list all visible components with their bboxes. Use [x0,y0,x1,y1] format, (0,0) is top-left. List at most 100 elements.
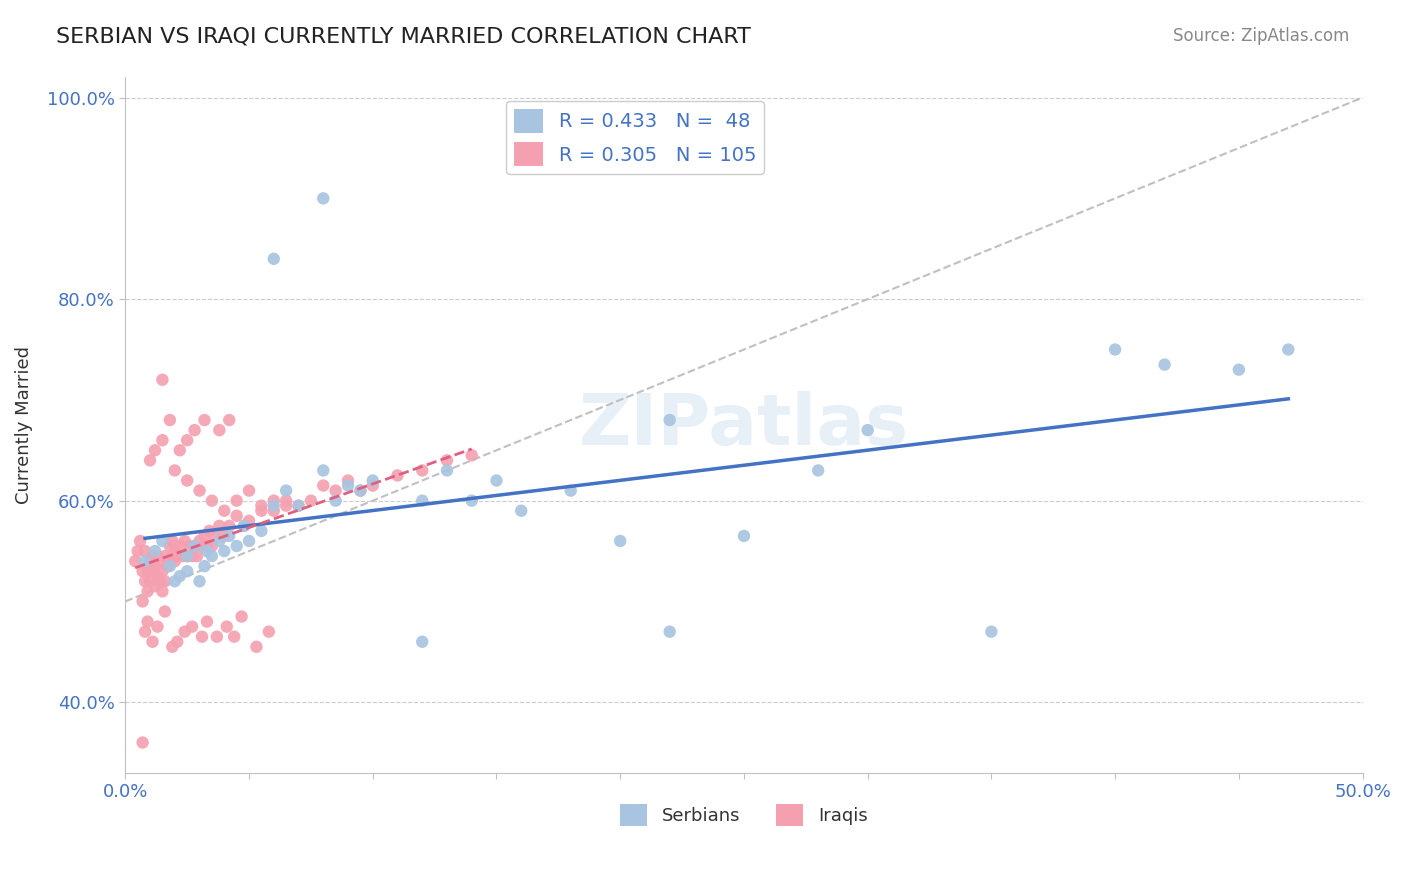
Point [238,483,260,498]
Point [183,539,205,553]
Point [149,574,172,589]
Point [131,735,153,749]
Point [179,539,201,553]
Point [159,413,181,427]
Point [159,559,181,574]
Point [436,463,458,477]
Point [188,483,211,498]
Point [411,463,433,477]
Point [214,529,236,543]
Legend: Serbians, Iraqis: Serbians, Iraqis [613,797,875,833]
Point [807,463,830,477]
Point [149,554,172,568]
Point [461,448,484,462]
Point [263,499,285,513]
Point [153,605,176,619]
Point [287,499,309,513]
Point [263,504,285,518]
Point [856,423,879,437]
Point [166,549,188,563]
Point [250,504,273,518]
Point [146,549,169,563]
Point [134,624,156,639]
Point [193,559,215,574]
Point [245,640,267,654]
Point [139,574,162,589]
Point [225,539,247,553]
Point [166,634,188,648]
Point [159,539,181,553]
Point [162,640,184,654]
Point [214,544,236,558]
Point [215,619,238,633]
Point [205,630,228,644]
Point [193,529,215,543]
Point [176,434,198,448]
Point [195,615,218,629]
Point [176,564,198,578]
Point [181,549,204,563]
Point [139,453,162,467]
Point [337,478,360,492]
Point [510,504,533,518]
Point [312,463,335,477]
Point [153,549,176,563]
Point [208,423,231,437]
Text: Source: ZipAtlas.com: Source: ZipAtlas.com [1174,27,1350,45]
Point [276,499,298,513]
Point [169,443,191,458]
Point [349,483,371,498]
Point [153,574,176,589]
Point [349,483,371,498]
Point [129,533,152,548]
Point [214,504,236,518]
Point [361,474,384,488]
Point [143,443,166,458]
Point [263,493,285,508]
Point [250,499,273,513]
Point [436,453,458,467]
Point [225,493,247,508]
Point [163,554,186,568]
Point [411,493,433,508]
Point [131,564,153,578]
Point [141,564,163,578]
Point [299,493,322,508]
Point [156,559,179,574]
Text: SERBIAN VS IRAQI CURRENTLY MARRIED CORRELATION CHART: SERBIAN VS IRAQI CURRENTLY MARRIED CORRE… [56,27,751,46]
Point [276,493,298,508]
Point [208,533,231,548]
Point [461,493,484,508]
Point [152,584,174,599]
Point [250,524,273,538]
Point [146,619,169,633]
Point [162,533,184,548]
Point [172,549,194,563]
Point [169,539,191,553]
Point [1227,362,1250,376]
Point [325,483,347,498]
Point [609,533,631,548]
Point [176,549,198,563]
Point [485,474,508,488]
Point [193,413,215,427]
Point [169,569,191,583]
Point [218,529,240,543]
Point [152,373,174,387]
Point [201,549,224,563]
Point [225,508,247,523]
Point [238,514,260,528]
Point [560,483,582,498]
Point [136,584,159,599]
Point [263,252,285,266]
Point [238,533,260,548]
Point [233,519,256,533]
Point [163,539,186,553]
Point [411,634,433,648]
Point [201,493,224,508]
Point [733,529,755,543]
Point [257,624,280,639]
Point [139,554,162,568]
Point [152,533,174,548]
Point [186,549,208,563]
